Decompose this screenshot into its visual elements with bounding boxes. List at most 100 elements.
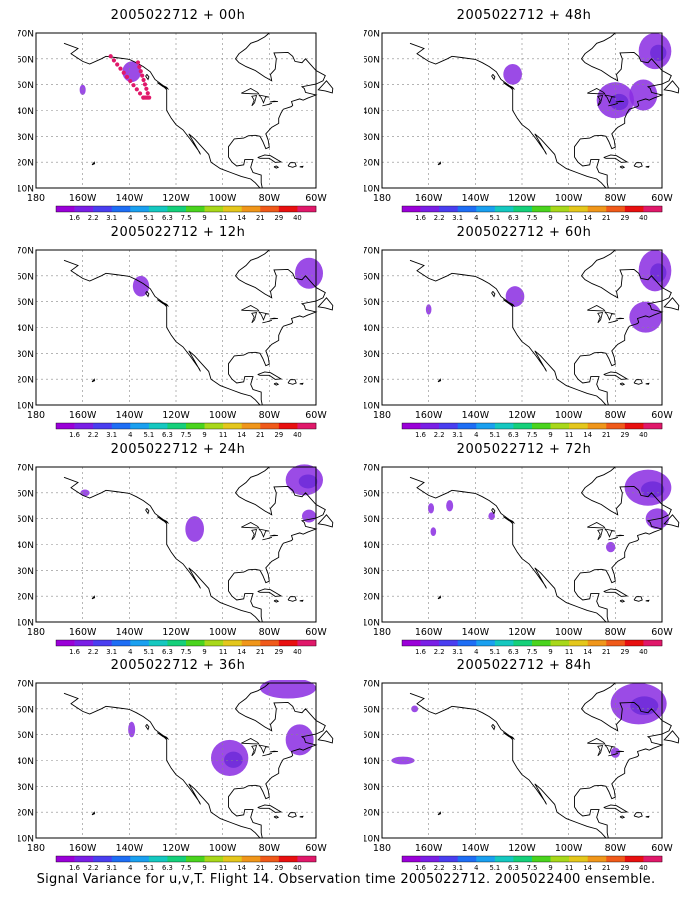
colorbar-swatch [513,856,533,862]
lake-outline [269,750,279,753]
colorbar-label: 7.5 [527,864,538,872]
colorbar-label: 14 [583,431,592,439]
colorbar-label: 11 [219,214,228,222]
island-outline [619,599,626,603]
colorbar-swatch [297,640,317,646]
colorbar-swatch [402,640,421,646]
colorbar-label: 3.1 [106,431,117,439]
panel-title: 2005022712 + 72h [456,442,592,457]
island-outline [287,812,297,818]
colorbar-swatch [532,206,551,212]
colorbar-label: 29 [275,864,284,872]
lake-outline [251,95,258,107]
island-outline [257,371,283,380]
signal-contour [610,747,620,758]
lon-tick-label: 60W [651,627,673,638]
lake-outline [258,744,270,754]
colorbar-label: 4 [128,214,132,222]
lon-tick-label: 100W [209,410,237,421]
lake-outline [608,536,619,541]
colorbar-swatch [56,640,75,646]
colorbar-frame [401,422,663,430]
island-outline [273,382,280,386]
colorbar-swatch [624,640,644,646]
colorbar-swatch [643,423,663,429]
island-outline [491,291,496,298]
island-outline [157,299,170,307]
colorbar-label: 21 [256,864,265,872]
lat-tick-label: 40N [18,324,34,334]
panel-title: 2005022712 + 36h [110,658,246,673]
coastline [409,249,672,406]
island-outline [437,595,442,600]
colorbar-label: 2.2 [88,214,99,222]
colorbar-swatch [457,640,477,646]
lake-outline [262,102,273,107]
colorbar-swatch [569,423,589,429]
colorbar-swatch [167,640,187,646]
colorbar-label: 5.1 [143,214,154,222]
coastline [63,682,326,839]
observation-point [124,74,130,80]
lon-tick-label: 120W [162,627,190,638]
lon-tick-label: 80W [605,843,627,854]
colorbar-label: 21 [256,214,265,222]
colorbar-swatch [241,206,261,212]
colorbar-label: 4 [474,214,478,222]
lon-tick-label: 100W [555,193,583,204]
colorbar-swatch [624,423,644,429]
colorbar-label: 4 [128,431,132,439]
lon-tick-label: 120W [508,193,536,204]
colorbar-swatch [130,423,150,429]
colorbar-swatch [587,206,607,212]
observation-point [138,69,143,74]
lon-tick-label: 60W [305,843,327,854]
island-outline [299,165,304,168]
lon-tick-label: 140W [462,193,490,204]
colorbar-label: 21 [602,431,611,439]
lon-tick-label: 60W [305,627,327,638]
colorbar-label: 29 [275,648,284,656]
panel-title: 2005022712 + 48h [456,8,592,23]
lat-tick-label: 50N [18,731,34,741]
observation-point [144,86,149,91]
lat-tick-label: 40N [364,541,380,551]
colorbar-swatch [93,640,113,646]
lon-tick-label: 80W [259,627,281,638]
island-outline [287,596,297,602]
lon-tick-label: 100W [209,627,237,638]
colorbar-label: 7.5 [181,864,192,872]
lake-outline [251,312,258,324]
lon-tick-label: 60W [305,410,327,421]
lon-tick-label: 160W [69,627,97,638]
colorbar-swatch [643,206,663,212]
colorbar-swatch [130,206,150,212]
map-panel-48h: 2005022712 + 48h 70N 60N 50N 40N 30N 20N 10N 18… [364,8,692,226]
lat-tick-label: 70N [18,247,34,257]
lon-tick-label: 120W [508,410,536,421]
island-outline [145,291,150,298]
colorbar-label: 14 [237,648,246,656]
lon-tick-label: 60W [651,843,673,854]
colorbar-label: 9 [548,431,552,439]
lake-outline [251,529,258,541]
lake-outline [604,311,616,321]
colorbar-swatch [204,640,224,646]
signal-contour [446,500,454,512]
lon-tick-label: 100W [555,410,583,421]
colorbar-swatch [93,206,113,212]
colorbar-label: 6.3 [508,648,519,656]
colorbar-label: 2.2 [434,431,445,439]
map-panel-24h: 2005022712 + 24h 70N 60N 50N 40N 30N 20N 10N 18… [18,442,358,660]
colorbar-label: 11 [565,214,574,222]
map-frame [381,466,663,623]
colorbar-swatch [186,856,205,862]
colorbar-swatch [643,856,663,862]
island-outline [317,80,334,94]
colorbar-label: 29 [621,864,630,872]
island-outline [91,811,96,816]
signal-contour [295,257,323,289]
lake-outline [604,744,616,754]
